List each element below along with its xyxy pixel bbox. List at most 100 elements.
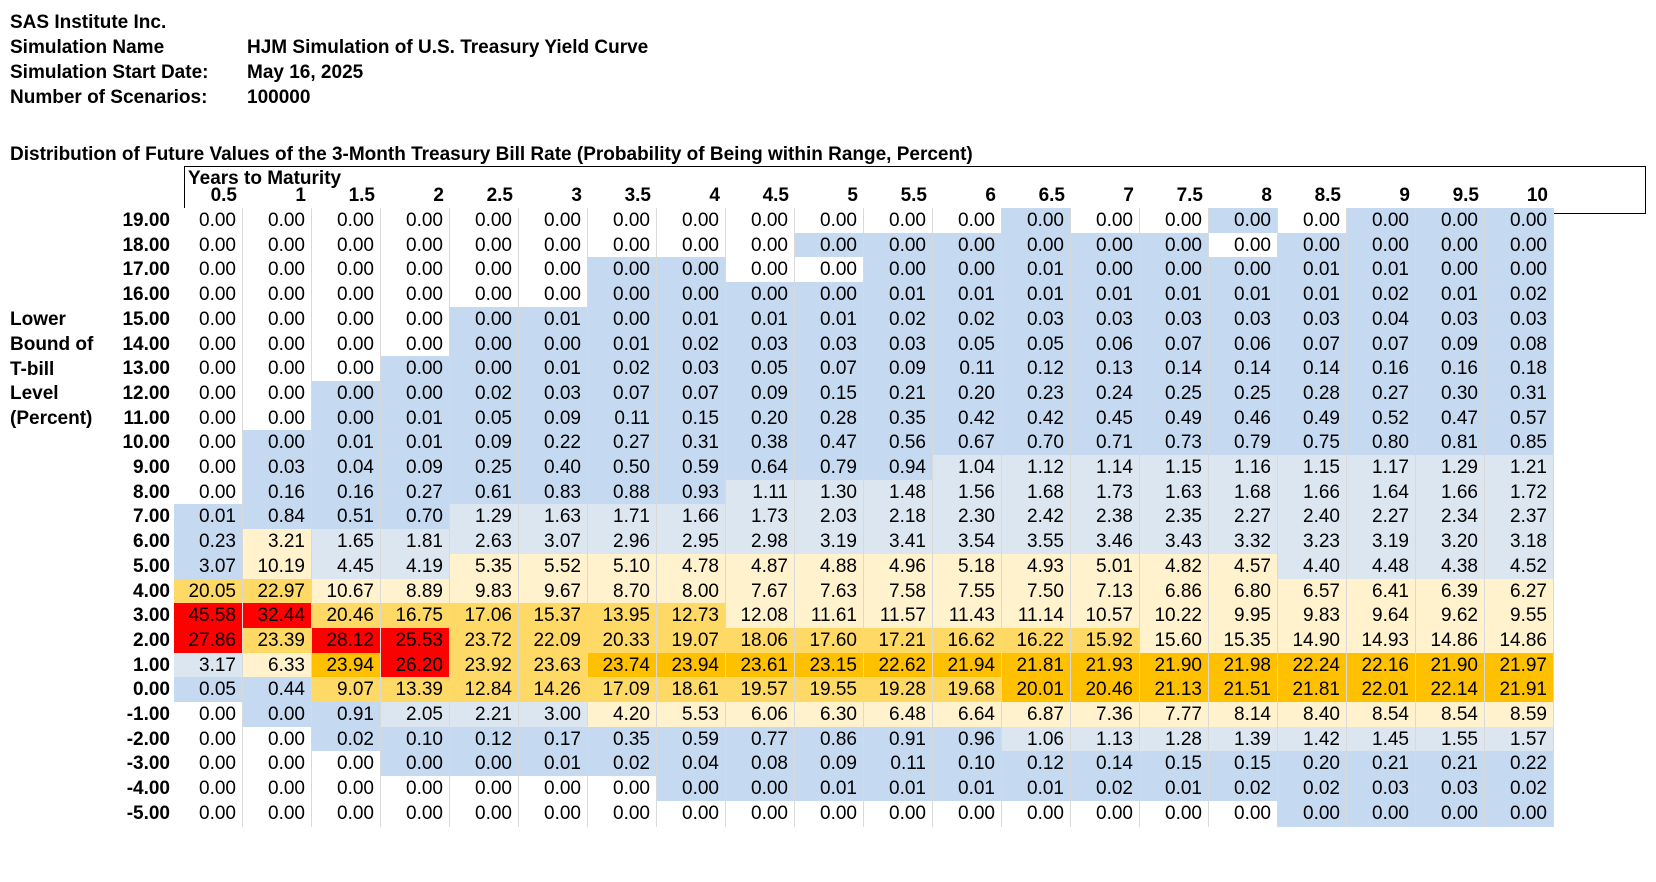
table-cell: 22.14 (1416, 677, 1485, 704)
table-cell: 20.33 (588, 627, 657, 654)
table-cell: 0.01 (1140, 282, 1209, 309)
table-cell: 4.45 (312, 553, 381, 580)
table-cell: 0.02 (933, 306, 1002, 333)
table-cell: 23.74 (588, 652, 657, 679)
table-cell: 0.00 (588, 800, 657, 827)
table-cell: 0.00 (864, 208, 933, 234)
row-axis-label-2: Bound of (10, 334, 94, 355)
table-cell: 0.03 (726, 331, 795, 358)
table-cell: 0.00 (657, 800, 726, 827)
table-cell: 0.00 (243, 331, 312, 358)
table-cell: 0.83 (519, 479, 588, 506)
table-cell: 0.00 (174, 430, 243, 457)
table-cell: 0.01 (174, 504, 243, 531)
table-cell: 23.94 (657, 652, 726, 679)
table-cell: 19.57 (726, 677, 795, 704)
table-cell: 0.42 (1002, 405, 1071, 432)
table-cell: 0.50 (588, 455, 657, 481)
table-cell: 0.01 (1416, 282, 1485, 309)
table-cell: 3.55 (1002, 529, 1071, 556)
table-cell: 0.00 (243, 430, 312, 457)
table-cell: 0.00 (243, 282, 312, 309)
column-header: 8 (1261, 185, 1272, 206)
table-cell: 0.14 (1071, 751, 1140, 778)
table-cell: 0.00 (657, 776, 726, 803)
table-cell: 22.16 (1347, 652, 1416, 679)
row-label: 8.00 (133, 481, 170, 503)
table-cell: 23.39 (243, 627, 312, 654)
table-cell: 4.20 (588, 702, 657, 728)
table-cell: 0.21 (1347, 751, 1416, 778)
table-cell: 0.00 (1278, 800, 1347, 827)
table-cell: 0.05 (726, 356, 795, 383)
table-cell: 10.19 (243, 553, 312, 580)
table-cell: 25.53 (381, 627, 450, 654)
table-cell: 1.16 (1209, 455, 1278, 481)
table-cell: 0.01 (864, 282, 933, 309)
table-cell: 0.00 (381, 776, 450, 803)
table-cell: 0.03 (519, 380, 588, 407)
table-cell: 13.39 (381, 677, 450, 704)
table-cell: 2.96 (588, 529, 657, 556)
table-cell: 0.00 (174, 455, 243, 481)
row-label: 18.00 (122, 234, 170, 256)
table-cell: 0.00 (174, 232, 243, 259)
table-cell: 17.06 (450, 603, 519, 630)
table-cell: 0.35 (588, 726, 657, 753)
table-cell: 0.23 (1002, 380, 1071, 407)
table-cell: 10.57 (1071, 603, 1140, 630)
table-cell: 3.07 (519, 529, 588, 556)
table-cell: 0.11 (588, 405, 657, 432)
table-cell: 11.57 (864, 603, 933, 630)
table-cell: 0.01 (1002, 257, 1071, 284)
table-cell: 0.02 (864, 306, 933, 333)
table-cell: 0.00 (312, 331, 381, 358)
row-label: 19.00 (122, 210, 170, 231)
table-cell: 1.04 (933, 455, 1002, 481)
table-cell: 0.00 (657, 208, 726, 234)
table-cell: 8.14 (1209, 702, 1278, 728)
table-cell: 19.28 (864, 677, 933, 704)
table-cell: 14.26 (519, 677, 588, 704)
table-cell: 7.13 (1071, 578, 1140, 605)
table-cell: 0.00 (1071, 257, 1140, 284)
table-cell: 0.00 (1278, 232, 1347, 259)
table-cell: 0.09 (450, 430, 519, 457)
table-cell: 0.93 (657, 479, 726, 506)
table-cell: 0.00 (243, 800, 312, 827)
table-cell: 0.00 (312, 776, 381, 803)
table-cell: 0.01 (933, 282, 1002, 309)
table-cell: 0.31 (657, 430, 726, 457)
row-label: 14.00 (122, 333, 170, 355)
table-cell: 14.90 (1278, 627, 1347, 654)
table-cell: 0.14 (1209, 356, 1278, 383)
table-cell: 19.07 (657, 627, 726, 654)
table-cell: 0.07 (1140, 331, 1209, 358)
table-cell: 0.00 (657, 257, 726, 284)
table-cell: 6.06 (726, 702, 795, 728)
table-cell: 0.00 (519, 208, 588, 234)
table-cell: 1.17 (1347, 455, 1416, 481)
table-cell: 6.80 (1209, 578, 1278, 605)
table-cell: 0.07 (795, 356, 864, 383)
table-cell: 0.01 (795, 776, 864, 803)
table-cell: 9.83 (1278, 603, 1347, 630)
table-cell: 0.00 (381, 331, 450, 358)
table-cell: 26.20 (381, 652, 450, 679)
table-cell: 0.00 (933, 800, 1002, 827)
column-header: 8.5 (1314, 185, 1341, 206)
table-cell: 0.81 (1416, 430, 1485, 457)
table-cell: 0.03 (1278, 306, 1347, 333)
table-cell: 0.03 (795, 331, 864, 358)
table-cell: 15.60 (1140, 627, 1209, 654)
table-cell: 0.00 (174, 208, 243, 234)
table-cell: 1.21 (1485, 455, 1554, 481)
table-cell: 17.60 (795, 627, 864, 654)
table-cell: 0.04 (657, 751, 726, 778)
row-label: 7.00 (133, 506, 170, 528)
table-cell: 18.06 (726, 627, 795, 654)
table-cell: 0.10 (381, 726, 450, 753)
table-cell: 0.00 (864, 257, 933, 284)
table-cell: 0.10 (933, 751, 1002, 778)
table-cell: 21.98 (1209, 652, 1278, 679)
